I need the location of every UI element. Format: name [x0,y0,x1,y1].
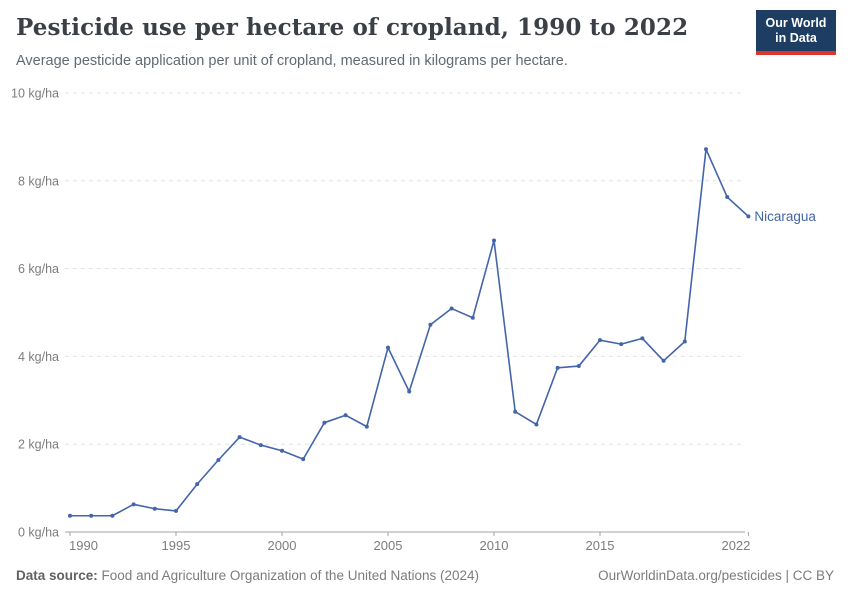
y-tick-label: 6 kg/ha [18,262,59,276]
data-point [428,322,433,327]
data-point [258,443,263,448]
data-point [661,358,666,363]
owid-logo[interactable]: Our World in Data [756,10,836,55]
x-tick-label: 2022 [721,538,750,553]
data-point [492,238,496,243]
y-tick-label: 8 kg/ha [18,174,59,188]
data-point [343,413,348,418]
data-point [640,336,645,341]
data-point [619,342,624,347]
chart-footer: Data source: Food and Agriculture Organi… [16,568,834,583]
chart-subtitle: Average pesticide application per unit o… [16,53,568,69]
data-point [301,457,306,462]
x-tick-label: 2010 [480,538,509,553]
y-tick-label: 2 kg/ha [18,438,59,452]
data-point [280,448,284,453]
data-point [725,195,730,200]
data-point [322,420,327,425]
y-tick-label: 4 kg/ha [18,350,59,364]
series-end-label: Nicaragua [754,209,816,224]
data-point [407,389,412,394]
data-point [449,306,454,311]
data-point [470,315,475,320]
y-tick-label: 0 kg/ha [18,526,59,540]
data-point [89,513,94,518]
data-point [68,513,72,518]
y-tick-label: 10 kg/ha [11,87,59,101]
data-point [386,345,390,350]
footer-links: OurWorldinData.org/pesticides | CC BY [598,568,834,583]
data-point [364,424,369,429]
data-point [237,435,242,440]
data-point [152,506,157,511]
x-tick-label: 2005 [374,538,403,553]
data-source-label: Data source: [16,568,98,583]
x-tick-label: 2015 [586,538,615,553]
data-point [576,364,581,369]
data-point [555,365,560,370]
series-line [69,148,750,517]
page-title: Pesticide use per hectare of cropland, 1… [16,14,689,41]
footer-separator: | [781,568,793,583]
data-point [174,508,178,513]
data-point [746,214,751,219]
x-tick-label: 1990 [69,538,98,553]
data-point [534,422,539,427]
line-chart: 0 kg/ha 2 kg/ha 4 kg/ha 6 kg/ha 8 kg/ha 10 kg… [11,87,816,554]
cc-by-link[interactable]: CC BY [792,568,834,583]
data-point [216,458,221,463]
owid-url-link[interactable]: OurWorldinData.org/pesticides [598,568,782,583]
data-point [598,338,602,343]
data-point [131,502,136,507]
x-tick-label: 2000 [268,538,297,553]
data-source: Data source: Food and Agriculture Organi… [16,568,479,583]
data-point [195,482,200,487]
data-point [110,513,115,518]
x-tick-label: 1995 [162,538,191,553]
data-source-text: Food and Agriculture Organization of the… [101,568,480,583]
data-point [513,409,518,414]
owid-logo-line1: Our World [765,16,827,30]
owid-logo-line2: in Data [775,31,817,45]
data-point [704,147,708,152]
data-point [682,339,687,344]
